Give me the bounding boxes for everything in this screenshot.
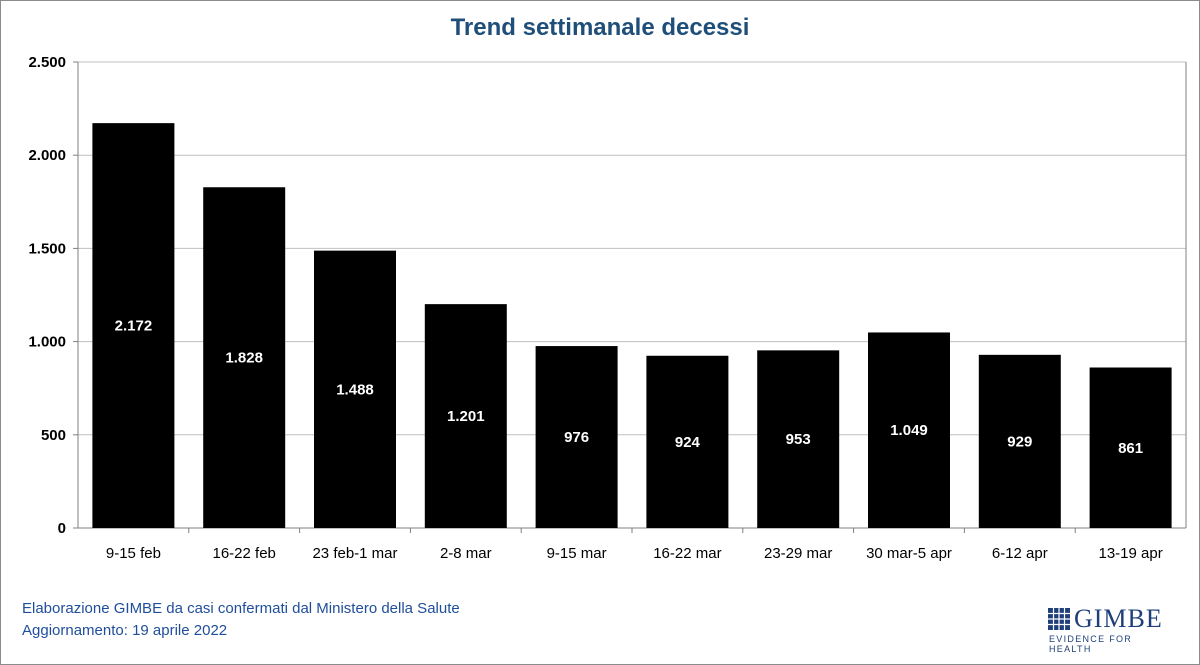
data-label: 924 <box>675 434 701 451</box>
x-tick-label: 23 feb-1 mar <box>312 545 397 562</box>
y-tick-label: 0 <box>58 520 66 537</box>
data-label: 861 <box>1118 440 1143 457</box>
chart-title: Trend settimanale decessi <box>450 14 750 41</box>
gimbe-logo: GIMBE EVIDENCE FOR HEALTH <box>1048 604 1168 656</box>
y-tick-label: 2.000 <box>28 147 66 164</box>
bar <box>1089 367 1172 528</box>
x-tick-label: 23-29 mar <box>764 545 832 562</box>
data-label: 953 <box>786 431 811 448</box>
bar <box>424 304 507 528</box>
y-tick-label: 2.500 <box>28 54 66 71</box>
data-label: 1.488 <box>336 381 374 398</box>
logo-grid-icon <box>1048 608 1070 630</box>
x-tick-label: 13-19 apr <box>1098 545 1162 562</box>
data-label: 2.172 <box>115 318 153 335</box>
x-tick-label: 9-15 mar <box>547 545 607 562</box>
x-tick-label: 30 mar-5 apr <box>866 545 952 562</box>
y-tick-label: 500 <box>41 427 66 444</box>
x-tick-label: 16-22 feb <box>213 545 276 562</box>
footer-updated: Aggiornamento: 19 aprile 2022 <box>22 622 228 639</box>
x-tick-label: 2-8 mar <box>440 545 492 562</box>
data-label: 929 <box>1007 433 1032 450</box>
bar <box>757 350 840 528</box>
data-label: 1.201 <box>447 408 485 425</box>
bar <box>646 355 729 528</box>
x-tick-label: 9-15 feb <box>106 545 161 562</box>
bar <box>868 332 950 528</box>
bar <box>314 250 396 529</box>
logo-tagline: EVIDENCE FOR HEALTH <box>1049 634 1133 654</box>
footer-source: Elaborazione GIMBE da casi confermati da… <box>22 600 460 617</box>
data-label: 1.828 <box>225 350 263 367</box>
data-label: 976 <box>564 429 589 446</box>
data-label: 1.049 <box>890 422 928 439</box>
bar <box>978 354 1061 528</box>
y-tick-label: 1.500 <box>28 240 66 257</box>
logo-name: GIMBE <box>1074 604 1163 633</box>
x-tick-label: 6-12 apr <box>992 545 1048 562</box>
bar <box>92 123 175 529</box>
y-tick-label: 1.000 <box>28 334 66 351</box>
footer: Elaborazione GIMBE da casi confermati da… <box>22 598 460 642</box>
bar <box>203 187 286 528</box>
bar <box>535 346 618 528</box>
x-tick-label: 16-22 mar <box>653 545 721 562</box>
